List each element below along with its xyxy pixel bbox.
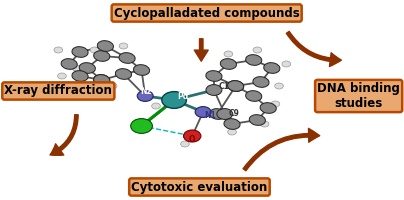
Text: N1: N1	[204, 111, 216, 120]
Ellipse shape	[58, 73, 66, 79]
Ellipse shape	[61, 59, 77, 69]
Ellipse shape	[253, 77, 269, 87]
Ellipse shape	[181, 141, 189, 147]
Ellipse shape	[209, 109, 226, 119]
Ellipse shape	[183, 130, 201, 142]
FancyArrowPatch shape	[286, 31, 341, 67]
Ellipse shape	[94, 75, 110, 85]
Ellipse shape	[133, 65, 149, 75]
Ellipse shape	[72, 71, 88, 81]
Ellipse shape	[72, 65, 81, 71]
Ellipse shape	[54, 47, 63, 53]
Ellipse shape	[206, 71, 222, 81]
Ellipse shape	[119, 43, 128, 49]
Ellipse shape	[220, 59, 236, 69]
Ellipse shape	[137, 91, 153, 101]
Text: N2: N2	[140, 87, 152, 96]
Text: DNA binding
studies: DNA binding studies	[317, 82, 400, 110]
Ellipse shape	[249, 115, 265, 125]
Ellipse shape	[227, 81, 244, 91]
Ellipse shape	[275, 83, 283, 89]
Ellipse shape	[271, 101, 280, 107]
Ellipse shape	[162, 92, 186, 108]
Ellipse shape	[253, 47, 262, 53]
Text: Pd: Pd	[177, 92, 188, 101]
Ellipse shape	[260, 103, 276, 113]
Ellipse shape	[90, 47, 99, 53]
Ellipse shape	[97, 41, 114, 51]
Ellipse shape	[94, 75, 110, 85]
Ellipse shape	[260, 121, 269, 127]
Ellipse shape	[228, 129, 236, 135]
FancyArrowPatch shape	[50, 115, 78, 155]
Ellipse shape	[131, 119, 152, 133]
Ellipse shape	[79, 63, 95, 73]
Ellipse shape	[206, 85, 222, 95]
Ellipse shape	[282, 61, 290, 67]
Ellipse shape	[246, 55, 262, 65]
Ellipse shape	[116, 69, 132, 79]
Text: Cyclopalladated compounds: Cyclopalladated compounds	[114, 6, 299, 20]
Ellipse shape	[72, 47, 88, 57]
Ellipse shape	[195, 107, 211, 117]
Ellipse shape	[94, 51, 110, 61]
Ellipse shape	[217, 109, 233, 119]
Text: X-ray diffraction: X-ray diffraction	[4, 84, 112, 97]
Ellipse shape	[224, 119, 240, 129]
Ellipse shape	[224, 51, 233, 57]
Ellipse shape	[119, 53, 135, 63]
FancyArrowPatch shape	[194, 39, 208, 61]
FancyArrowPatch shape	[243, 128, 320, 171]
Ellipse shape	[152, 103, 160, 109]
Text: O: O	[189, 135, 196, 144]
Ellipse shape	[108, 83, 117, 89]
Text: Cytotoxic evaluation: Cytotoxic evaluation	[131, 180, 267, 194]
Ellipse shape	[227, 81, 244, 91]
Ellipse shape	[264, 63, 280, 73]
Ellipse shape	[246, 91, 262, 101]
Text: C1: C1	[218, 82, 229, 91]
Text: C9: C9	[229, 109, 240, 118]
